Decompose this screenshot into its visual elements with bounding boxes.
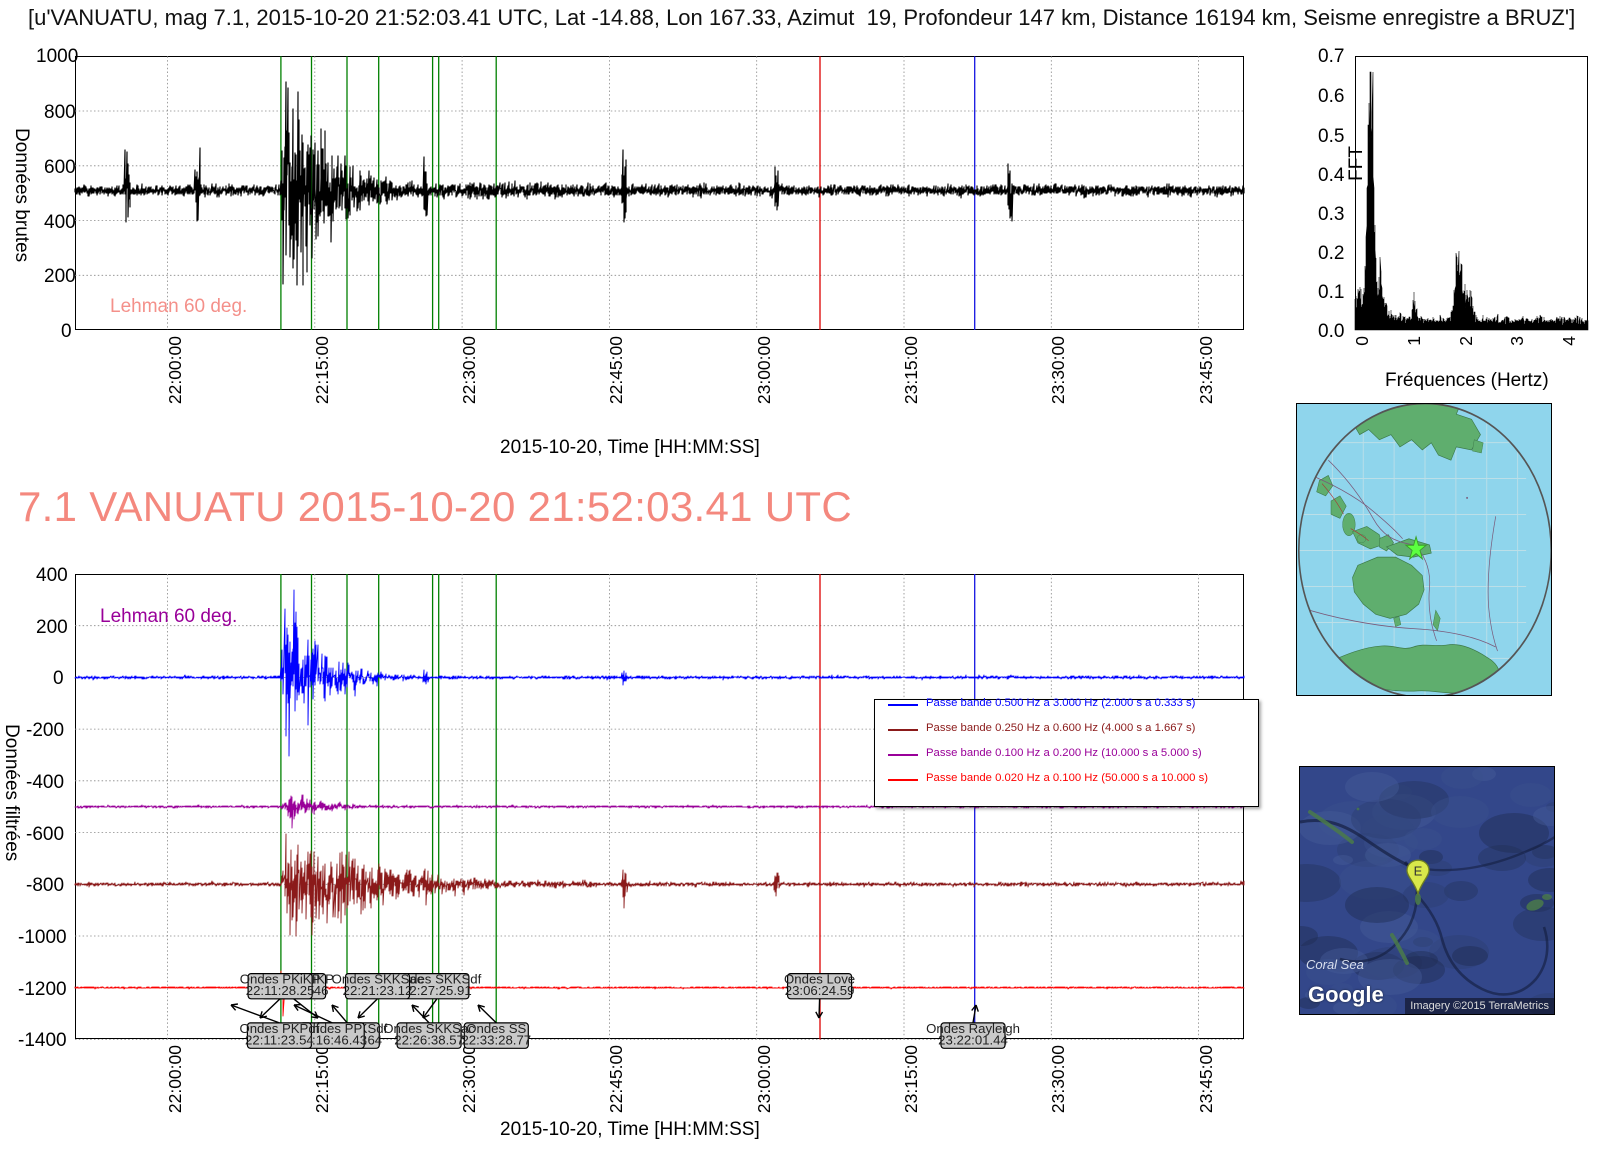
svg-text:22:26:38.57: 22:26:38.57 [394,1033,464,1048]
svg-text:23:22:01.44: 23:22:01.44 [938,1033,1008,1048]
svg-text:22:11:28.25: 22:11:28.25 [246,983,315,998]
svg-text:23:06:24.59: 23:06:24.59 [785,983,855,998]
svg-text:22:21:23.12: 22:21:23.12 [343,983,413,998]
svg-text:22:11:23.54: 22:11:23.54 [245,1033,314,1048]
